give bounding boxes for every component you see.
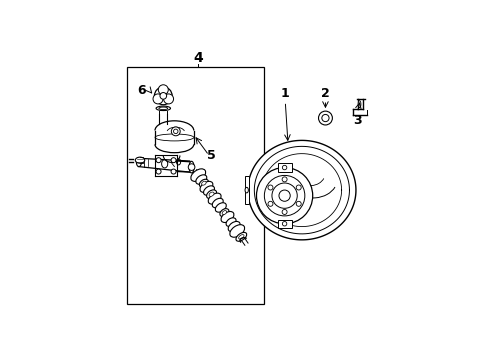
Ellipse shape bbox=[229, 225, 244, 237]
Ellipse shape bbox=[220, 209, 228, 216]
Ellipse shape bbox=[135, 157, 144, 163]
Circle shape bbox=[282, 177, 286, 182]
Circle shape bbox=[171, 127, 180, 136]
Bar bbox=[127, 67, 264, 304]
Ellipse shape bbox=[196, 175, 206, 184]
Circle shape bbox=[271, 183, 297, 208]
Circle shape bbox=[153, 94, 163, 104]
Ellipse shape bbox=[159, 107, 167, 109]
Circle shape bbox=[296, 185, 301, 190]
Circle shape bbox=[256, 167, 312, 224]
Text: 1: 1 bbox=[280, 87, 289, 100]
Circle shape bbox=[318, 111, 332, 125]
Circle shape bbox=[158, 85, 168, 95]
Ellipse shape bbox=[212, 198, 223, 208]
Ellipse shape bbox=[201, 181, 206, 185]
Ellipse shape bbox=[136, 158, 141, 167]
Circle shape bbox=[267, 201, 272, 206]
Ellipse shape bbox=[209, 192, 214, 197]
Ellipse shape bbox=[189, 161, 194, 173]
Polygon shape bbox=[247, 140, 355, 240]
Ellipse shape bbox=[199, 179, 208, 187]
Ellipse shape bbox=[225, 218, 236, 226]
Text: 2: 2 bbox=[321, 87, 329, 100]
Circle shape bbox=[171, 158, 176, 163]
Ellipse shape bbox=[206, 190, 216, 199]
Ellipse shape bbox=[238, 235, 244, 239]
Ellipse shape bbox=[222, 211, 226, 215]
Ellipse shape bbox=[357, 101, 360, 108]
Text: 4: 4 bbox=[193, 51, 203, 66]
Ellipse shape bbox=[236, 233, 246, 241]
Circle shape bbox=[267, 185, 272, 190]
Ellipse shape bbox=[244, 187, 248, 193]
Circle shape bbox=[171, 169, 176, 174]
Circle shape bbox=[264, 175, 304, 216]
Circle shape bbox=[160, 93, 166, 99]
Ellipse shape bbox=[203, 186, 214, 195]
Bar bbox=[244, 176, 248, 204]
Ellipse shape bbox=[190, 169, 205, 181]
Circle shape bbox=[154, 87, 172, 105]
Circle shape bbox=[163, 94, 173, 104]
Bar bbox=[277, 220, 291, 228]
Ellipse shape bbox=[208, 193, 221, 204]
Circle shape bbox=[156, 169, 161, 174]
Text: 6: 6 bbox=[137, 84, 145, 97]
Circle shape bbox=[279, 190, 289, 201]
Circle shape bbox=[321, 114, 328, 122]
Circle shape bbox=[188, 164, 195, 170]
Ellipse shape bbox=[215, 203, 226, 212]
Circle shape bbox=[296, 201, 301, 206]
Circle shape bbox=[282, 221, 286, 226]
Ellipse shape bbox=[200, 181, 212, 192]
Text: 3: 3 bbox=[352, 114, 361, 127]
Ellipse shape bbox=[228, 221, 240, 231]
Ellipse shape bbox=[221, 211, 233, 222]
Circle shape bbox=[282, 165, 286, 170]
Circle shape bbox=[156, 158, 161, 163]
Circle shape bbox=[282, 210, 286, 215]
Ellipse shape bbox=[156, 106, 170, 111]
Bar bbox=[277, 163, 291, 172]
Circle shape bbox=[173, 129, 178, 134]
Text: 5: 5 bbox=[207, 149, 216, 162]
